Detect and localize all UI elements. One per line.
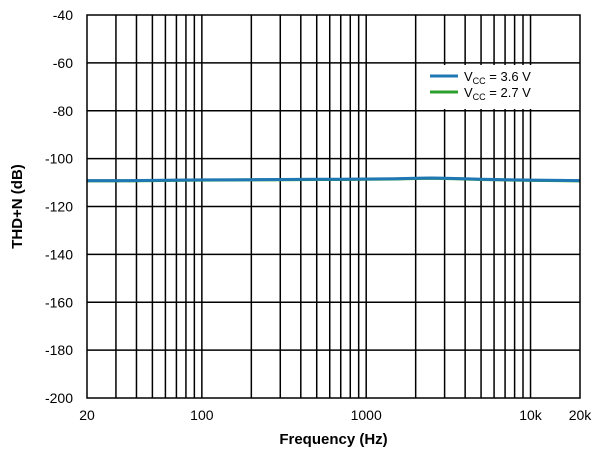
y-tick-label: -120: [45, 199, 73, 215]
x-tick-label: 100: [190, 407, 214, 423]
legend-entry: VCC = 2.7 V: [464, 85, 531, 102]
x-tick-label: 1000: [351, 407, 382, 423]
y-tick-label: -100: [45, 151, 73, 167]
y-tick-label: -180: [45, 342, 73, 358]
y-axis-label: THD+N (dB): [9, 164, 26, 249]
x-axis-label: Frequency (Hz): [279, 431, 387, 448]
legend-background: [426, 65, 554, 109]
series-line: [87, 176, 581, 183]
y-tick-label: -160: [45, 294, 73, 310]
x-tick-label: 10k: [519, 407, 543, 423]
y-tick-label: -140: [45, 246, 73, 262]
y-tick-label: -200: [45, 390, 73, 406]
legend-entry: VCC = 3.6 V: [464, 69, 531, 86]
y-tick-label: -80: [53, 103, 73, 119]
plot-frame: [86, 14, 581, 399]
grid: [87, 15, 580, 398]
y-tick-label: -60: [53, 55, 73, 71]
y-tick-label: -40: [53, 7, 73, 23]
x-tick-label: 20k: [569, 407, 593, 423]
x-tick-label: 20: [79, 407, 95, 423]
series-lines: [87, 176, 581, 183]
y-tick-labels: -40 -60 -80 -100 -120 -140 -160 -180 -200: [45, 7, 73, 406]
x-tick-labels: 20 100 1000 10k 20k: [79, 407, 592, 423]
